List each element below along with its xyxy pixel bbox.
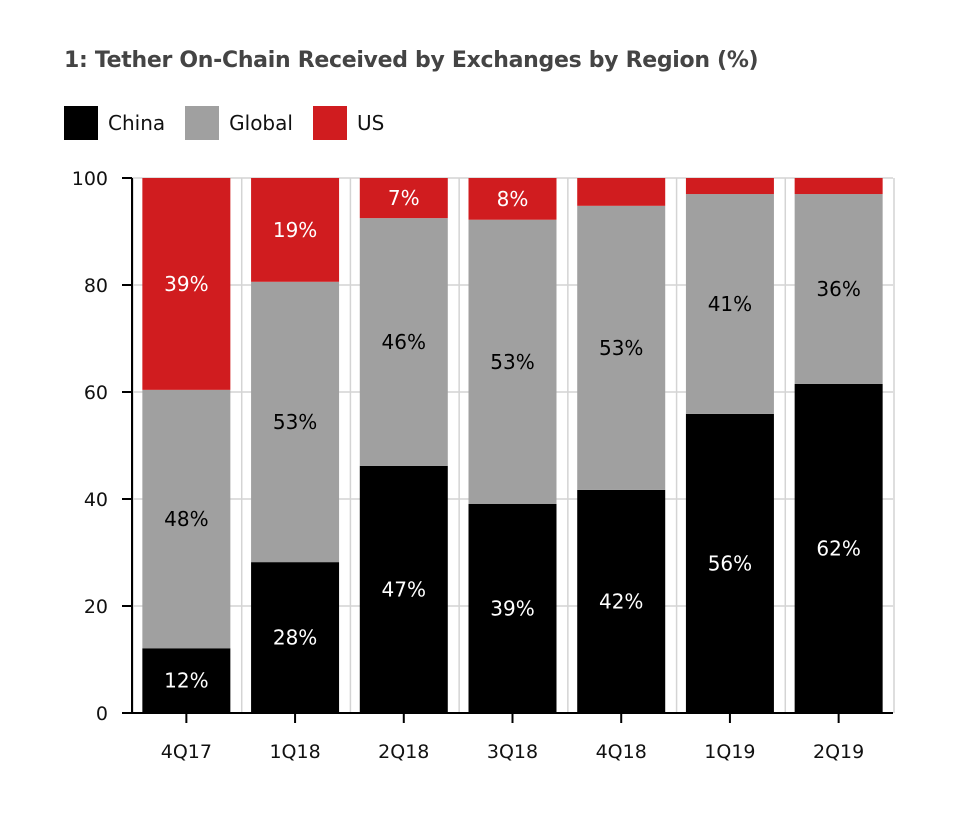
data-label: 56% (708, 551, 752, 575)
legend-swatch (64, 106, 98, 140)
y-tick-label: 0 (96, 703, 108, 725)
data-label: 8% (497, 187, 529, 211)
data-label: 28% (273, 626, 317, 650)
x-tick-label: 2Q19 (813, 741, 864, 763)
bar-us-2Q18 (359, 178, 448, 219)
bar-china-1Q19 (685, 413, 774, 713)
bar-us-1Q19 (685, 178, 774, 195)
bar-global-3Q18 (468, 219, 557, 504)
legend: China Global US (64, 106, 404, 140)
bar-global-2Q18 (359, 218, 448, 466)
data-label: 39% (490, 596, 534, 620)
bar-us-4Q18 (577, 178, 666, 206)
bar-china-4Q17 (142, 648, 231, 713)
x-tick-label: 1Q19 (704, 741, 755, 763)
bar-china-3Q18 (468, 503, 557, 713)
x-tick-label: 3Q18 (487, 741, 538, 763)
bar-china-1Q18 (251, 562, 340, 713)
bar-china-2Q19 (794, 383, 883, 713)
data-label: 47% (382, 577, 426, 601)
data-label: 53% (273, 410, 317, 434)
legend-swatch (185, 106, 220, 140)
legend-item-global: Global (185, 106, 293, 140)
data-label: 7% (388, 186, 420, 210)
bar-us-1Q18 (251, 178, 340, 282)
bar-global-4Q18 (577, 205, 666, 490)
data-label: 62% (816, 536, 860, 560)
bar-us-4Q17 (142, 178, 231, 390)
data-label: 53% (490, 350, 534, 374)
legend-item-us: US (312, 106, 385, 140)
data-label: 41% (708, 292, 752, 316)
x-tick-label: 1Q18 (269, 741, 320, 763)
legend-label: China (108, 111, 166, 135)
bar-us-2Q19 (794, 178, 883, 195)
bar-global-2Q19 (794, 194, 883, 384)
data-label: 48% (164, 507, 208, 531)
bar-us-3Q18 (468, 178, 557, 220)
legend-item-china: China (64, 106, 165, 140)
data-label: 46% (382, 330, 426, 354)
x-tick-label: 4Q17 (161, 741, 212, 763)
data-label: 36% (816, 277, 860, 301)
bar-global-1Q18 (251, 281, 340, 563)
data-label: 42% (599, 589, 643, 613)
x-tick-label: 4Q18 (596, 741, 647, 763)
bar-china-2Q18 (359, 465, 448, 713)
x-tick-label: 2Q18 (378, 741, 429, 763)
data-label: 19% (273, 218, 317, 242)
y-tick-label: 40 (84, 489, 108, 511)
y-tick-label: 80 (84, 275, 108, 297)
data-label: 12% (164, 669, 208, 693)
data-label: 39% (164, 272, 208, 296)
legend-label: Global (229, 111, 293, 135)
bar-global-1Q19 (685, 194, 774, 414)
legend-swatch (312, 106, 347, 140)
chart-title: 1: Tether On-Chain Received by Exchanges… (64, 48, 759, 73)
y-tick-label: 100 (72, 168, 108, 190)
bar-global-4Q17 (142, 389, 231, 649)
y-tick-label: 60 (84, 382, 108, 404)
data-label: 53% (599, 336, 643, 360)
y-tick-label: 20 (84, 596, 108, 618)
bar-china-4Q18 (577, 489, 666, 713)
legend-label: US (356, 111, 385, 135)
